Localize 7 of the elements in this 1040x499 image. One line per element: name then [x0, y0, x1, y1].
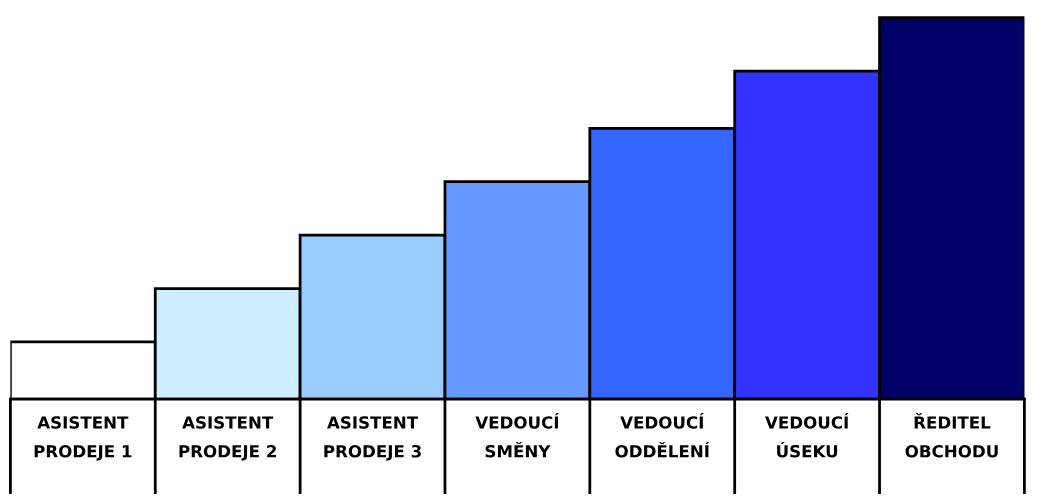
x-tick-label: ASISTENT PRODEJE 1	[34, 416, 132, 461]
x-tick-label: VEDOUCÍ ÚSEKU	[765, 413, 849, 458]
x-tick-label: ASISTENT PRODEJE 2	[179, 416, 276, 461]
x-tick-label: ŘEDITEL OBCHODU	[905, 413, 998, 458]
x-tick-label: VEDOUCÍ ODDĚLENÍ	[615, 413, 710, 458]
x-tick-label: ASISTENT PRODEJE 3	[324, 416, 421, 461]
x-tick-label: VEDOUCÍ SMĚNY	[475, 413, 559, 458]
